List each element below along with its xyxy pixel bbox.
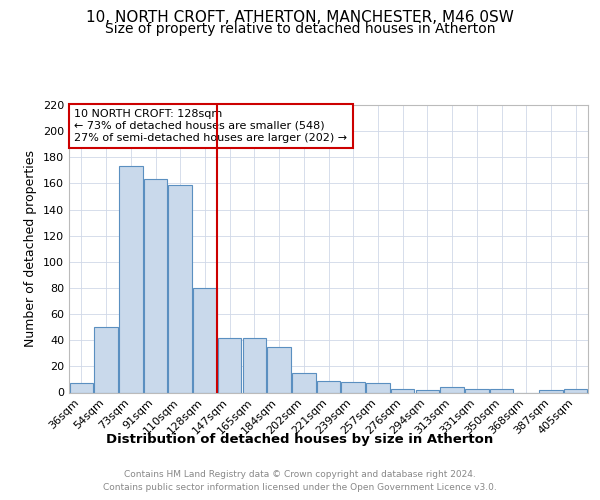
Bar (465, 388, 488, 392)
Bar (539, 390, 563, 392)
Text: Size of property relative to detached houses in Atherton: Size of property relative to detached ho… (105, 22, 495, 36)
Bar (119, 166, 143, 392)
Bar (416, 390, 439, 392)
Y-axis label: Number of detached properties: Number of detached properties (25, 150, 37, 348)
Bar (564, 388, 587, 392)
Bar (218, 338, 241, 392)
Bar (292, 373, 316, 392)
Bar (144, 180, 167, 392)
Bar (242, 338, 266, 392)
Bar (366, 384, 389, 392)
Bar (169, 184, 192, 392)
Bar (391, 388, 415, 392)
Bar (70, 384, 93, 392)
Text: 10 NORTH CROFT: 128sqm
← 73% of detached houses are smaller (548)
27% of semi-de: 10 NORTH CROFT: 128sqm ← 73% of detached… (74, 110, 347, 142)
Text: Contains HM Land Registry data © Crown copyright and database right 2024.: Contains HM Land Registry data © Crown c… (124, 470, 476, 479)
Text: 10, NORTH CROFT, ATHERTON, MANCHESTER, M46 0SW: 10, NORTH CROFT, ATHERTON, MANCHESTER, M… (86, 10, 514, 25)
Bar (317, 380, 340, 392)
Bar (193, 288, 217, 393)
Text: Distribution of detached houses by size in Atherton: Distribution of detached houses by size … (106, 432, 494, 446)
Bar (490, 388, 513, 392)
Bar (440, 388, 464, 392)
Text: Contains public sector information licensed under the Open Government Licence v3: Contains public sector information licen… (103, 484, 497, 492)
Bar (94, 327, 118, 392)
Bar (341, 382, 365, 392)
Bar (268, 347, 291, 393)
